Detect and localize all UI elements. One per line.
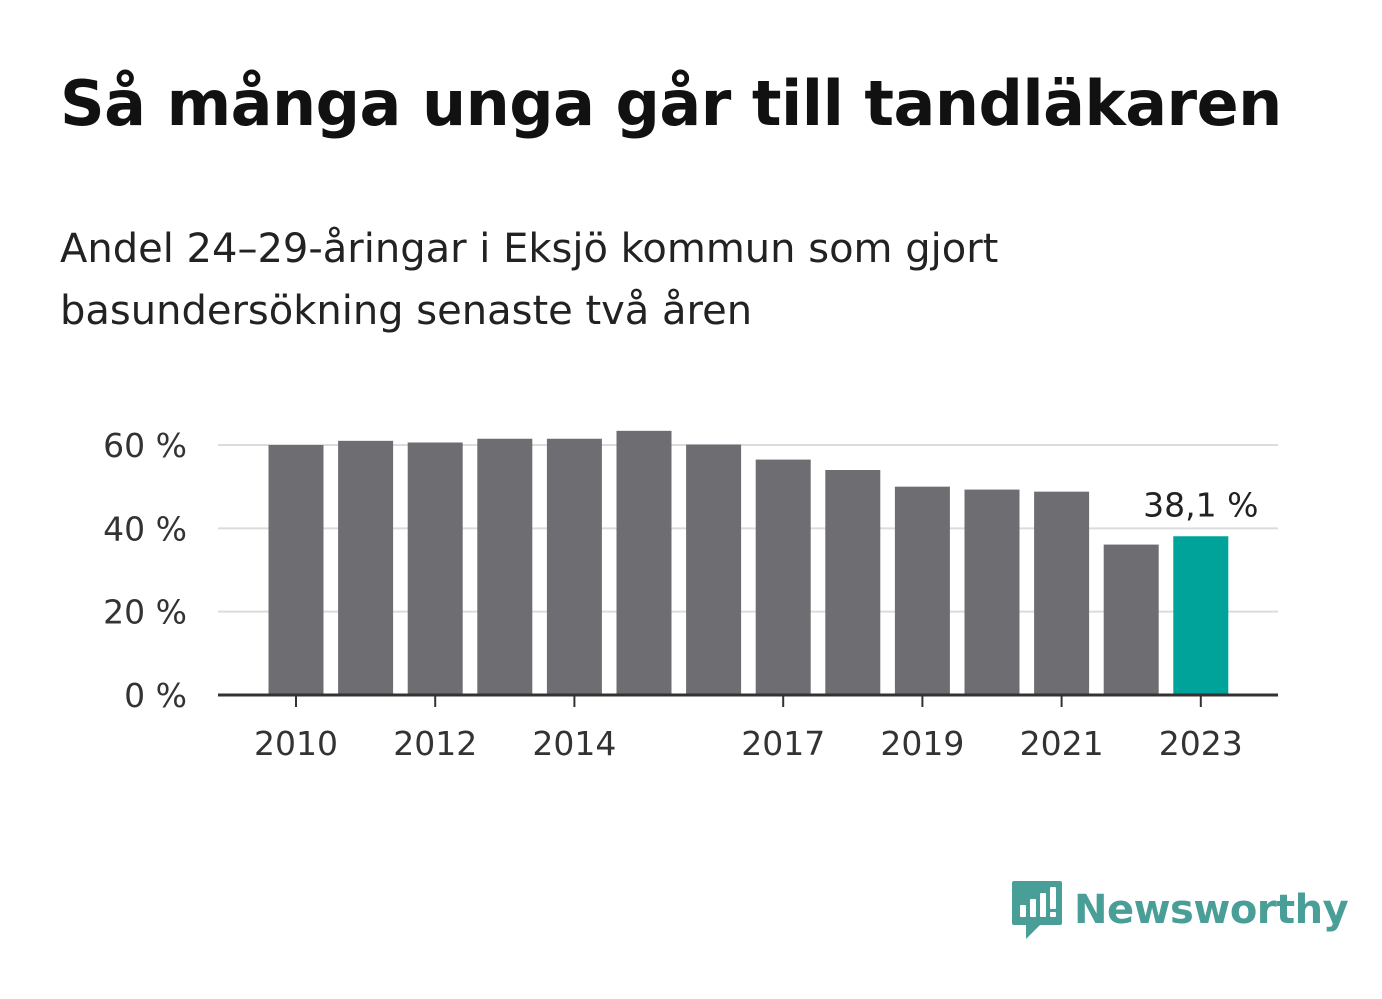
- bar-2022: [1103, 544, 1159, 695]
- bar-2014: [546, 438, 602, 695]
- bar-2023: [1173, 536, 1229, 695]
- bar-2017: [755, 459, 811, 695]
- bar-2012: [407, 442, 463, 695]
- x-axis: [218, 693, 1278, 707]
- bar-2010: [268, 445, 324, 695]
- bar-2013: [477, 438, 533, 695]
- grid-lines: [218, 444, 1278, 613]
- bar-2015: [616, 430, 672, 695]
- data-labels: 38,1 %: [1143, 485, 1258, 524]
- x-tick-label: 2014: [532, 724, 616, 763]
- y-tick-label: 20 %: [103, 593, 187, 632]
- chart-title: Så många unga går till tandläkaren: [60, 67, 1282, 140]
- highlight-value-label: 38,1 %: [1143, 485, 1258, 524]
- chart-subtitle: Andel 24–29-åringar i Eksjö kommun som g…: [60, 226, 999, 334]
- newsworthy-logo: Newsworthy: [1010, 878, 1349, 942]
- brand-name: Newsworthy: [1074, 887, 1349, 933]
- bar-2016: [686, 444, 742, 695]
- y-tick-label: 40 %: [103, 509, 187, 548]
- y-axis-labels: 0 % 20 % 40 % 60 %: [103, 426, 187, 715]
- x-tick-label: 2017: [741, 724, 825, 763]
- bar-2021: [1034, 491, 1090, 695]
- bar-2011: [338, 440, 394, 695]
- bar-2020: [964, 489, 1020, 695]
- bars: [268, 430, 1229, 695]
- bar-2018: [825, 470, 881, 695]
- x-tick-label: 2012: [393, 724, 477, 763]
- newsworthy-chart-bubble-icon: [1012, 881, 1062, 939]
- x-tick-label: 2023: [1159, 724, 1243, 763]
- x-tick-label: 2019: [880, 724, 964, 763]
- y-tick-label: 0 %: [124, 676, 187, 715]
- bar-2019: [894, 486, 950, 695]
- x-tick-label: 2010: [254, 724, 338, 763]
- x-tick-label: 2021: [1020, 724, 1104, 763]
- y-tick-label: 60 %: [103, 426, 187, 465]
- x-axis-labels: 2010 2012 2014 2017 2019 2021 2023: [254, 724, 1243, 763]
